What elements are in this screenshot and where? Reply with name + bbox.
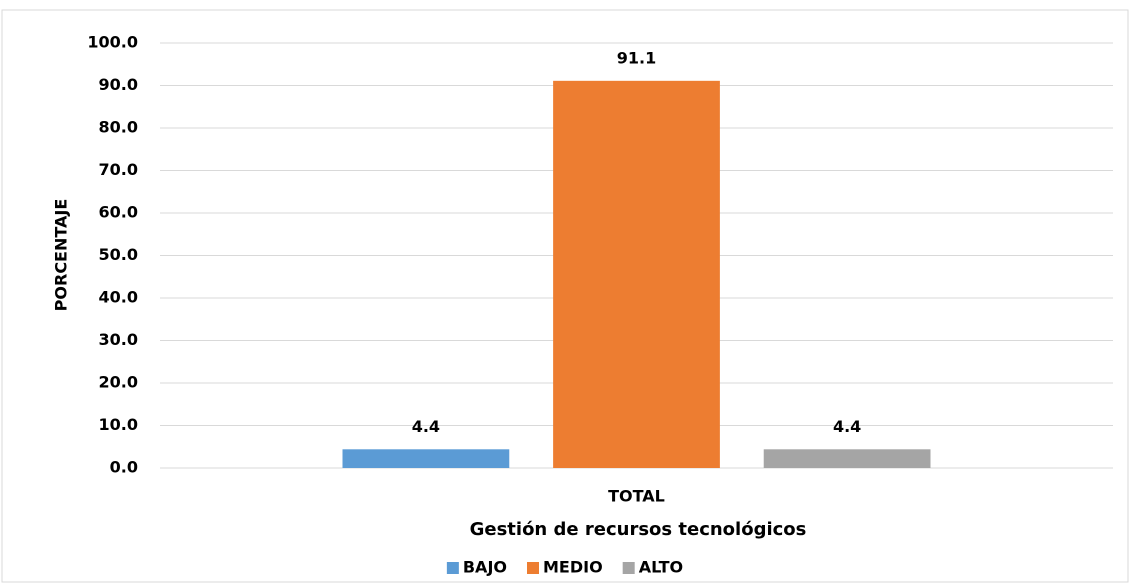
legend-swatch: [446, 562, 459, 574]
value-label: 4.4: [412, 417, 440, 436]
legend-label: BAJO: [463, 558, 507, 577]
y-tick-label: 80.0: [99, 118, 138, 137]
y-tick-label: 100.0: [87, 33, 138, 52]
y-tick-label: 0.0: [110, 458, 138, 477]
legend-label: ALTO: [639, 558, 683, 577]
legend-swatch: [622, 562, 635, 574]
legend-label: MEDIO: [543, 558, 603, 577]
bar: [342, 449, 510, 468]
y-tick-label: 50.0: [99, 245, 138, 264]
y-tick-label: 60.0: [99, 203, 138, 222]
y-tick-label: 20.0: [99, 373, 138, 392]
y-tick-label: 90.0: [99, 75, 138, 94]
x-axis-title: Gestión de recursos tecnológicos: [470, 519, 807, 540]
y-axis-title: PORCENTAJE: [52, 199, 71, 312]
legend-swatch: [527, 562, 539, 574]
y-tick-label: 40.0: [99, 288, 138, 307]
y-tick-label: 10.0: [99, 415, 138, 434]
bar: [553, 80, 720, 468]
value-label: 91.1: [617, 48, 656, 67]
y-tick-label: 30.0: [99, 330, 138, 349]
x-tick-label: TOTAL: [608, 487, 665, 506]
bar: [763, 449, 931, 468]
value-label: 4.4: [833, 417, 861, 436]
y-tick-label: 70.0: [99, 160, 138, 179]
